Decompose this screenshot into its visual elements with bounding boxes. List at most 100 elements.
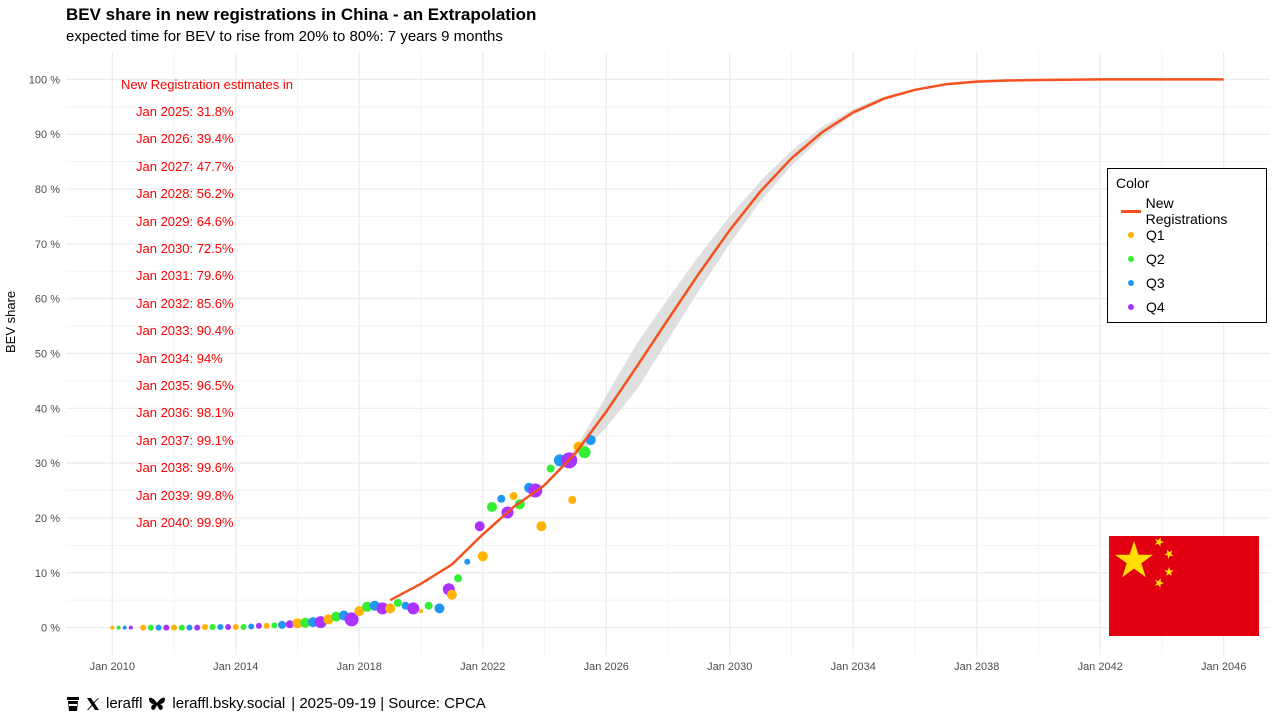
data-point-q2 (209, 624, 216, 630)
x-logo-icon (87, 697, 99, 710)
data-point-q3 (186, 624, 193, 631)
legend-label: Q2 (1146, 251, 1165, 267)
data-point-q2 (178, 624, 185, 631)
caption: leraffl leraffl.bsky.social | 2025-09-19… (66, 695, 486, 712)
legend-label: Q4 (1146, 299, 1165, 315)
y-tick-label: 90 % (35, 129, 60, 141)
data-point-q3 (122, 625, 127, 630)
y-tick-label: 20 % (35, 513, 60, 525)
x-tick-label: Jan 2042 (1078, 661, 1123, 673)
data-point-q1 (385, 603, 396, 614)
x-tick-labels: Jan 2010 Jan 2014 Jan 2018 Jan 2022 Jan 2026… (90, 661, 1247, 673)
estimate-item: Jan 2029: 64.6% (136, 213, 234, 229)
legend: Color New Registrations Q1 Q2 Q3 Q4 (1107, 168, 1267, 323)
legend-dot-swatch (1128, 232, 1134, 238)
data-point-q2 (546, 464, 555, 473)
data-point-q4 (194, 624, 201, 631)
estimate-item: Jan 2031: 79.6% (136, 268, 234, 284)
data-point-q2 (424, 601, 433, 610)
estimates-heading: New Registration estimates in (121, 77, 293, 92)
data-point-q2 (578, 446, 591, 459)
data-point-q4 (255, 622, 262, 629)
estimate-item: Jan 2026: 39.4% (136, 131, 234, 147)
y-tick-label: 0 % (41, 623, 60, 635)
data-point-q3 (217, 624, 224, 630)
estimate-item: Jan 2036: 98.1% (136, 405, 234, 421)
legend-entry-q1: Q1 (1116, 223, 1258, 247)
x-tick-label: Jan 2034 (831, 661, 876, 673)
data-points (110, 435, 596, 631)
chart-subtitle: expected time for BEV to rise from 20% t… (66, 28, 503, 45)
data-point-q1 (140, 624, 147, 631)
x-tick-label: Jan 2038 (954, 661, 999, 673)
legend-label: Q1 (1146, 227, 1165, 243)
data-point-q1 (232, 624, 239, 630)
data-point-q1 (201, 624, 208, 630)
legend-label: New Registrations (1145, 195, 1228, 227)
y-tick-label: 50 % (35, 349, 60, 361)
estimate-item: Jan 2032: 85.6% (136, 295, 234, 311)
legend-dot-swatch (1128, 280, 1134, 286)
data-point-q1 (509, 492, 518, 500)
data-point-q2 (116, 625, 121, 630)
data-point-q4 (163, 624, 170, 631)
data-point-q1 (446, 589, 457, 600)
data-point-q3 (155, 624, 162, 631)
x-tick-label: Jan 2030 (707, 661, 752, 673)
legend-title: Color (1116, 175, 1150, 191)
data-point-q2 (300, 617, 311, 628)
y-tick-labels: 0 % 10 % 20 % 30 % 40 % 50 % 60 % 70 % 80 % 90 % 1… (29, 74, 60, 634)
data-point-q4 (225, 624, 232, 630)
estimate-item: Jan 2039: 99.8% (136, 487, 234, 503)
data-point-q2 (240, 624, 247, 630)
legend-dot-swatch (1128, 304, 1134, 310)
data-point-q1 (568, 495, 577, 504)
data-point-q3 (434, 603, 445, 614)
chart-title: BEV share in new registrations in China … (66, 5, 537, 24)
data-point-q2 (271, 622, 278, 629)
coffee-icon (67, 696, 79, 711)
x-tick-label: Jan 2010 (90, 661, 135, 673)
x-tick-label: Jan 2046 (1201, 661, 1246, 673)
data-point-q2 (393, 598, 402, 607)
estimate-item: Jan 2038: 99.6% (136, 460, 234, 476)
estimate-item: Jan 2033: 90.4% (136, 323, 234, 339)
data-point-q1 (110, 625, 115, 630)
data-point-q2 (147, 624, 154, 631)
data-point-q4 (285, 620, 294, 629)
estimate-item: Jan 2035: 96.5% (136, 378, 234, 393)
data-point-q2 (362, 601, 372, 612)
y-tick-label: 80 % (35, 184, 60, 196)
data-point-q4 (407, 602, 420, 615)
legend-entry-q2: Q2 (1116, 247, 1258, 271)
caption-x-handle: leraffl (106, 695, 143, 712)
china-flag-icon (1109, 536, 1259, 636)
data-point-q1 (323, 614, 334, 625)
data-point-q1 (536, 521, 547, 532)
data-point-q2 (487, 502, 497, 512)
y-tick-label: 10 % (35, 568, 60, 580)
data-point-q1 (263, 622, 270, 629)
fit-line-path (389, 78, 1224, 602)
data-point-q4 (376, 602, 389, 615)
confidence-band-area (390, 79, 1224, 601)
data-point-q3 (248, 623, 255, 630)
legend-entry-new-registrations: New Registrations (1116, 195, 1258, 227)
butterfly-icon (149, 697, 166, 710)
data-point-q3 (497, 494, 506, 503)
legend-entry-q4: Q4 (1116, 295, 1258, 319)
data-point-q1 (477, 551, 488, 562)
y-tick-label: 100 % (29, 74, 60, 86)
x-tick-label: Jan 2014 (213, 661, 258, 673)
legend-entry-q3: Q3 (1116, 271, 1258, 295)
major-grid (66, 52, 1270, 655)
y-tick-label: 70 % (35, 239, 60, 251)
data-point-q4 (128, 625, 133, 630)
data-point-q1 (354, 606, 365, 617)
data-point-q2 (454, 574, 463, 583)
x-tick-label: Jan 2022 (460, 661, 505, 673)
x-tick-label: Jan 2018 (337, 661, 382, 673)
y-tick-label: 60 % (35, 294, 60, 306)
legend-label: Q3 (1146, 275, 1165, 291)
